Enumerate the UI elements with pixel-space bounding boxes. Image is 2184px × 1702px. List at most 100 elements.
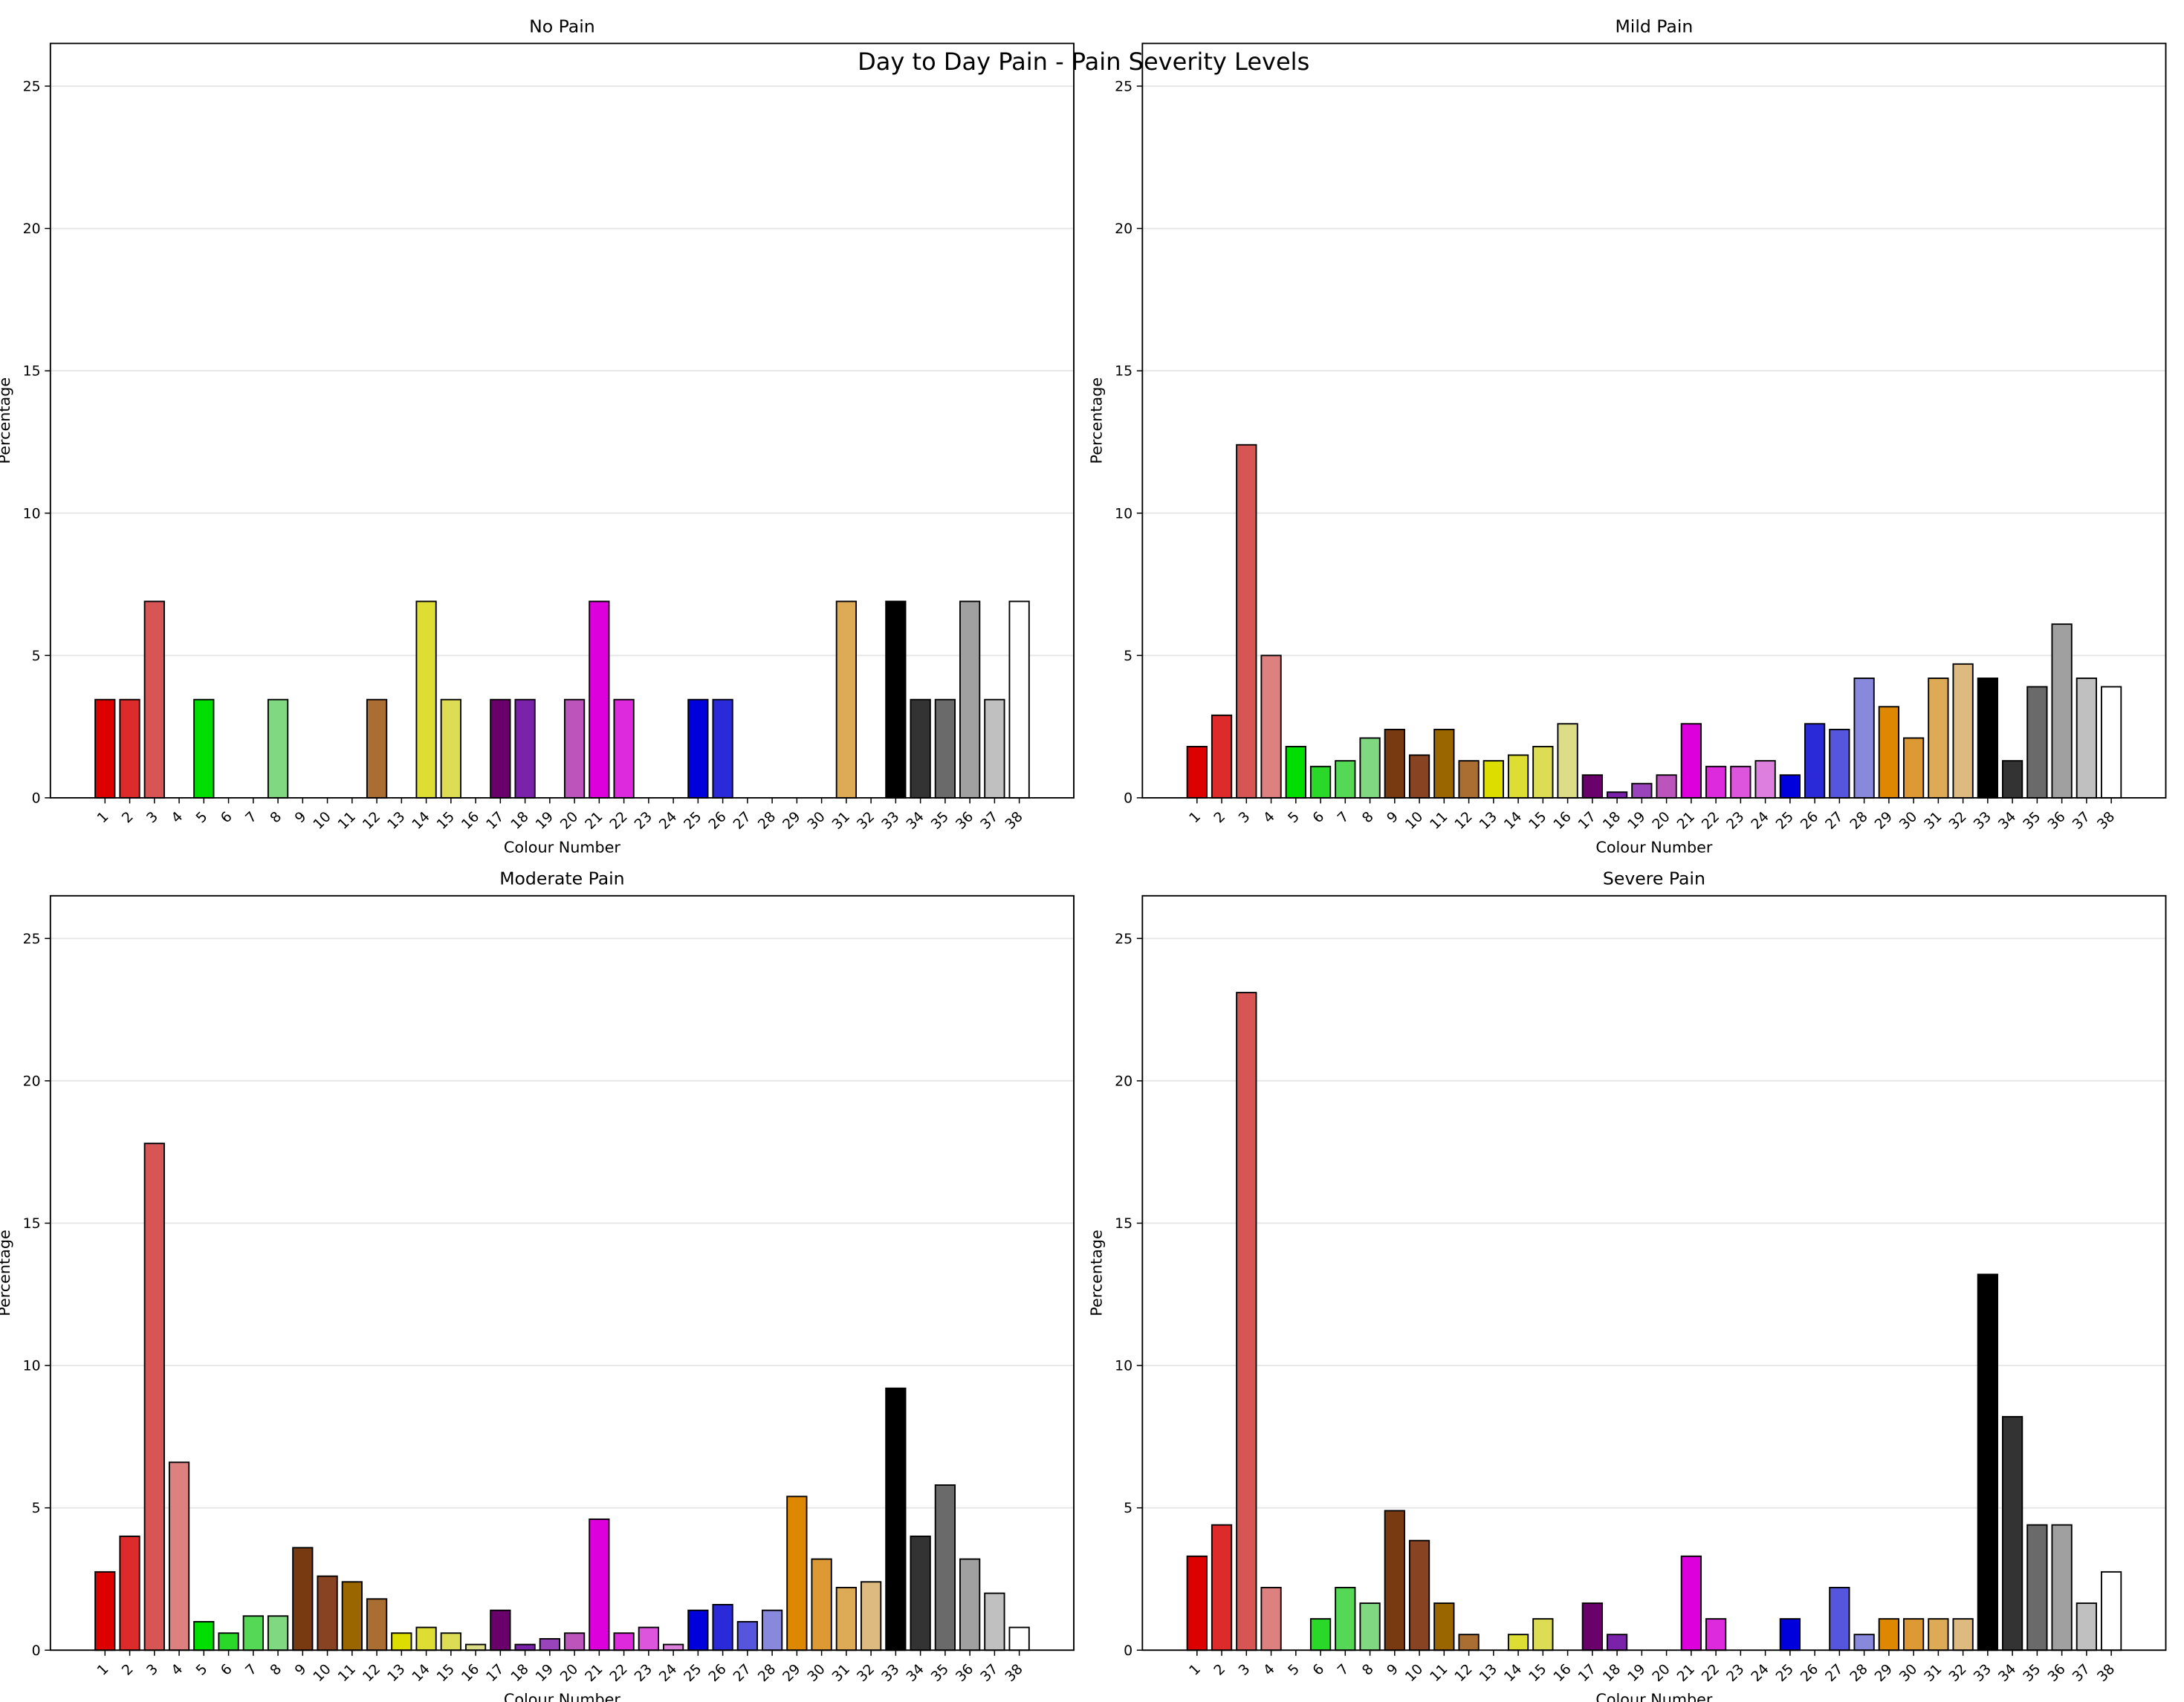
bar-20 — [563, 698, 586, 799]
x-axis-label: Colour Number — [504, 1691, 621, 1702]
x-tick-label: 16 — [1551, 1661, 1575, 1685]
bar-37 — [2076, 678, 2098, 799]
x-tick-label: 6 — [218, 1661, 235, 1678]
bar-37 — [984, 698, 1005, 799]
bar-34 — [2001, 1416, 2023, 1651]
bar-37 — [984, 1592, 1005, 1651]
x-tick-label: 29 — [780, 1661, 804, 1685]
y-axis-label: Percentage — [1088, 377, 1106, 464]
subplot-title: Severe Pain — [1603, 868, 1705, 889]
bar-22 — [613, 698, 635, 799]
x-tick-label: 16 — [1551, 809, 1575, 833]
bar-23 — [638, 1626, 659, 1651]
bar-36 — [959, 1558, 981, 1651]
x-tick-label: 36 — [953, 809, 977, 833]
bar-6 — [218, 1632, 239, 1651]
x-tick-label: 36 — [953, 1661, 977, 1685]
x-tick-label: 4 — [1260, 1661, 1277, 1678]
y-tick-label: 20 — [1115, 1074, 1132, 1089]
bar-7 — [242, 1615, 264, 1651]
x-tick-label: 23 — [1724, 809, 1748, 833]
bar-19 — [1631, 782, 1653, 799]
x-tick-label: 38 — [1002, 809, 1026, 833]
x-tick-label: 10 — [1402, 809, 1426, 833]
bar-6 — [1309, 765, 1332, 799]
y-tick-label: 5 — [1124, 1501, 1132, 1516]
bar-29 — [786, 1495, 808, 1651]
x-tick-label: 9 — [1384, 1661, 1402, 1678]
x-tick-label: 35 — [928, 809, 952, 833]
x-tick-label: 28 — [1847, 1661, 1871, 1685]
x-tick-label: 6 — [1310, 809, 1327, 826]
bar-34 — [910, 698, 931, 799]
x-tick-label: 34 — [904, 809, 927, 833]
x-tick-label: 10 — [311, 1661, 334, 1685]
x-tick-label: 2 — [1211, 809, 1228, 826]
bar-2 — [119, 698, 140, 799]
bar-4 — [1260, 1587, 1282, 1651]
y-tick-label: 0 — [1124, 791, 1132, 807]
bar-10 — [317, 1575, 338, 1651]
bar-4 — [1260, 655, 1282, 799]
y-tick-label: 15 — [1115, 364, 1132, 380]
x-tick-label: 33 — [879, 1661, 903, 1685]
bar-15 — [1532, 1618, 1554, 1651]
bar-27 — [1829, 729, 1850, 799]
x-tick-label: 3 — [144, 809, 161, 826]
bar-17 — [1581, 774, 1603, 799]
x-tick-label: 12 — [360, 809, 383, 833]
bar-9 — [292, 1547, 314, 1651]
x-tick-label: 10 — [1402, 1661, 1426, 1685]
x-tick-label: 17 — [1575, 809, 1599, 833]
y-axis-label: Percentage — [0, 377, 13, 464]
y-tick-label: 25 — [23, 79, 41, 95]
bar-5 — [1285, 745, 1306, 799]
x-tick-label: 16 — [458, 1661, 482, 1685]
bar-31 — [1928, 678, 1949, 799]
bar-3 — [1236, 992, 1257, 1651]
bar-3 — [143, 1143, 165, 1651]
x-tick-label: 13 — [1477, 809, 1500, 833]
x-tick-label: 37 — [978, 809, 1002, 833]
bar-15 — [440, 698, 461, 799]
bar-8 — [1359, 737, 1381, 799]
x-tick-label: 9 — [292, 809, 309, 826]
bar-14 — [415, 1626, 437, 1651]
bar-32 — [1952, 1618, 1974, 1651]
bar-5 — [193, 698, 215, 799]
bar-30 — [1902, 1618, 1925, 1651]
x-tick-label: 23 — [632, 1661, 655, 1685]
x-tick-label: 5 — [1286, 1661, 1303, 1678]
x-tick-label: 7 — [243, 809, 260, 826]
x-tick-label: 37 — [2070, 1661, 2093, 1685]
bar-17 — [1581, 1602, 1603, 1651]
x-tick-label: 37 — [2070, 809, 2093, 833]
y-tick-label: 25 — [23, 932, 41, 947]
x-tick-label: 33 — [1971, 1661, 1995, 1685]
x-axis-label: Colour Number — [504, 838, 621, 856]
x-tick-label: 29 — [1872, 1661, 1896, 1685]
bar-13 — [391, 1632, 412, 1651]
x-tick-label: 16 — [458, 809, 482, 833]
bar-14 — [1507, 1634, 1529, 1651]
bar-8 — [267, 698, 289, 799]
x-tick-label: 24 — [656, 1661, 680, 1685]
y-tick-label: 10 — [23, 506, 41, 522]
x-tick-label: 5 — [193, 809, 210, 826]
x-tick-label: 8 — [268, 809, 285, 826]
x-tick-label: 6 — [218, 809, 235, 826]
x-tick-label: 25 — [681, 1661, 705, 1685]
x-tick-label: 28 — [755, 809, 779, 833]
y-tick-label: 20 — [23, 221, 41, 237]
x-tick-label: 2 — [119, 809, 136, 826]
x-tick-label: 2 — [1211, 1661, 1228, 1678]
bar-36 — [2051, 623, 2073, 799]
bar-7 — [1335, 760, 1356, 799]
axes-frame — [1141, 894, 2167, 1651]
x-tick-label: 28 — [1847, 809, 1871, 833]
x-tick-label: 35 — [928, 1661, 952, 1685]
x-tick-label: 9 — [292, 1661, 309, 1678]
bar-29 — [1878, 1618, 1899, 1651]
